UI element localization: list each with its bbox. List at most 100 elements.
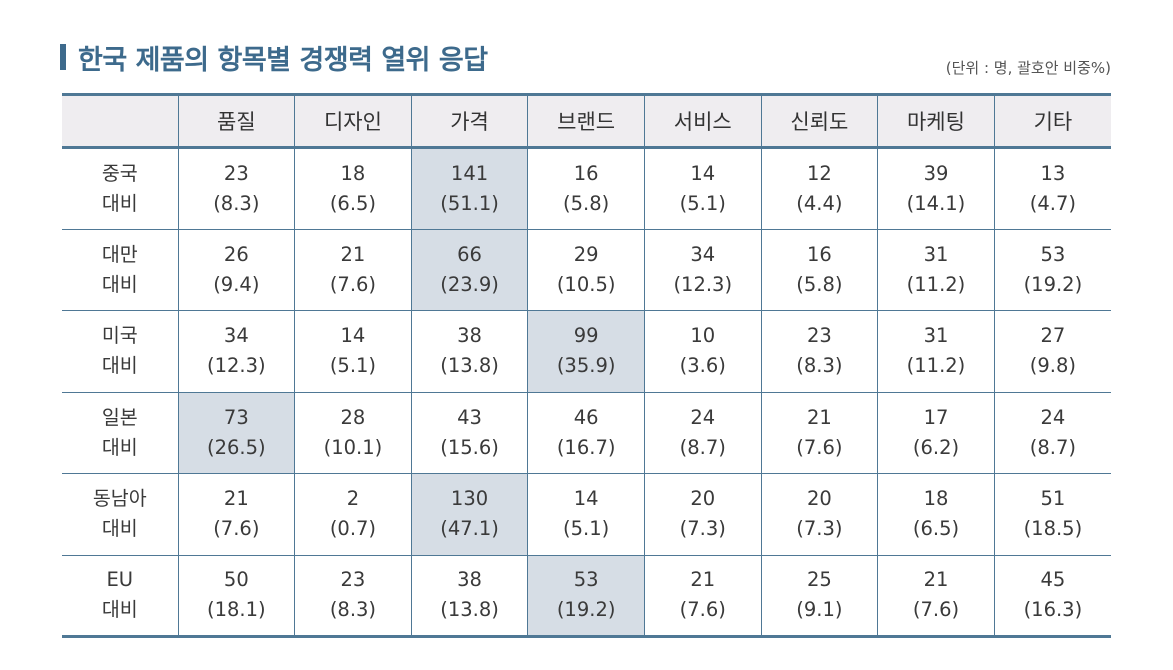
row-label-suffix: 대비 bbox=[101, 354, 138, 378]
cell-count: 23 bbox=[223, 161, 249, 185]
cell-other: 24 (8.7) bbox=[993, 392, 1111, 474]
cell-reliability: 16 (5.8) bbox=[760, 229, 878, 311]
cell-count: 38 bbox=[457, 568, 482, 592]
cell-percent: (10.1) bbox=[323, 435, 383, 459]
cell-count: 2 bbox=[346, 487, 360, 511]
cell-percent: (5.8) bbox=[563, 191, 610, 215]
cell-percent: (47.1) bbox=[440, 517, 499, 541]
cell-count: 18 bbox=[340, 161, 366, 185]
cell-quality: 21 (7.6) bbox=[177, 473, 295, 556]
cell-percent: (18.5) bbox=[1023, 517, 1083, 541]
cell-count: 20 bbox=[690, 487, 716, 511]
cell-design: 2 (0.7) bbox=[294, 473, 412, 556]
cell-percent: (23.9) bbox=[440, 272, 499, 296]
cell-percent: (6.5) bbox=[912, 517, 960, 541]
cell-service: 24 (8.7) bbox=[643, 392, 762, 474]
cell-quality: 26 (9.4) bbox=[177, 229, 295, 311]
header-marketing: 마케팅 bbox=[877, 93, 995, 149]
cell-percent: (19.2) bbox=[1023, 272, 1083, 296]
cell-percent: (10.5) bbox=[556, 272, 616, 296]
cell-count: 21 bbox=[690, 568, 716, 592]
cell-brand: 46 (16.7) bbox=[527, 392, 645, 474]
header-reliability: 신뢰도 bbox=[760, 93, 878, 149]
header-design: 디자인 bbox=[294, 93, 412, 149]
header-price: 가격 bbox=[410, 93, 528, 149]
row-label-region: EU bbox=[106, 568, 134, 592]
row-label-region: 동남아 bbox=[92, 487, 147, 511]
row-label: 대만 대비 bbox=[62, 229, 179, 311]
cell-percent: (13.8) bbox=[440, 354, 499, 378]
title-text: 한국 제품의 항목별 경쟁력 열위 응답 bbox=[78, 44, 488, 76]
cell-other: 51 (18.5) bbox=[993, 473, 1111, 556]
cell-percent: (7.6) bbox=[912, 598, 960, 622]
cell-brand: 14 (5.1) bbox=[527, 473, 645, 556]
cell-reliability: 25 (9.1) bbox=[760, 555, 878, 638]
cell-count: 21 bbox=[223, 487, 249, 511]
cell-percent: (8.3) bbox=[329, 598, 377, 622]
cell-price: 38 (13.8) bbox=[410, 310, 528, 393]
cell-count: 23 bbox=[806, 324, 832, 348]
cell-price: 38 (13.8) bbox=[410, 555, 528, 638]
cell-quality: 34 (12.3) bbox=[177, 310, 295, 393]
row-label-suffix: 대비 bbox=[101, 191, 138, 215]
cell-percent: (7.3) bbox=[796, 517, 843, 541]
cell-percent: (8.7) bbox=[679, 435, 726, 459]
cell-count: 34 bbox=[223, 324, 249, 348]
cell-count: 51 bbox=[1040, 487, 1066, 511]
header-service: 서비스 bbox=[643, 93, 762, 149]
cell-percent: (7.6) bbox=[796, 435, 843, 459]
unit-note: (단위 : 명, 괄호안 비중%) bbox=[945, 59, 1111, 77]
cell-count: 39 bbox=[923, 161, 949, 185]
cell-percent: (5.1) bbox=[679, 191, 726, 215]
header-quality: 품질 bbox=[177, 93, 295, 149]
cell-price: 130 (47.1) bbox=[410, 473, 528, 556]
cell-count: 73 bbox=[223, 405, 249, 429]
cell-percent: (4.4) bbox=[796, 191, 843, 215]
cell-count: 24 bbox=[690, 405, 716, 429]
row-label-region: 일본 bbox=[101, 405, 138, 429]
cell-marketing: 21 (7.6) bbox=[877, 555, 995, 638]
cell-percent: (16.7) bbox=[556, 435, 616, 459]
cell-count: 26 bbox=[223, 242, 249, 266]
table-row: 미국 대비 34 (12.3) 14 (5.1) 38 (13.8) 99 (35.9) 10 (3.… bbox=[62, 310, 1111, 393]
cell-reliability: 23 (8.3) bbox=[760, 310, 878, 393]
cell-service: 14 (5.1) bbox=[643, 147, 762, 230]
cell-percent: (8.3) bbox=[213, 191, 260, 215]
cell-design: 23 (8.3) bbox=[294, 555, 412, 638]
cell-percent: (14.1) bbox=[906, 191, 966, 215]
header-brand: 브랜드 bbox=[527, 93, 645, 149]
title-accent-bar bbox=[60, 44, 66, 70]
cell-percent: (11.2) bbox=[906, 354, 966, 378]
table-body: 중국 대비 23 (8.3) 18 (6.5) 141 (51.1) 16 (5.8) 14 (5.1… bbox=[62, 147, 1111, 638]
cell-brand: 99 (35.9) bbox=[527, 310, 645, 393]
row-label-suffix: 대비 bbox=[101, 435, 138, 459]
cell-percent: (9.8) bbox=[1029, 354, 1076, 378]
table-row: 대만 대비 26 (9.4) 21 (7.6) 66 (23.9) 29 (10.5) 34 (12.… bbox=[62, 229, 1111, 311]
cell-percent: (5.8) bbox=[796, 272, 843, 296]
cell-count: 34 bbox=[690, 242, 716, 266]
cell-design: 28 (10.1) bbox=[294, 392, 412, 474]
cell-other: 13 (4.7) bbox=[993, 147, 1111, 230]
cell-count: 13 bbox=[1040, 161, 1066, 185]
row-label-region: 미국 bbox=[101, 324, 138, 348]
cell-percent: (51.1) bbox=[440, 191, 499, 215]
cell-count: 21 bbox=[340, 242, 366, 266]
cell-reliability: 20 (7.3) bbox=[760, 473, 878, 556]
cell-count: 21 bbox=[806, 405, 832, 429]
table-row: 동남아 대비 21 (7.6) 2 (0.7) 130 (47.1) 14 (5.1) 20 (7.3… bbox=[62, 473, 1111, 556]
cell-percent: (8.7) bbox=[1029, 435, 1076, 459]
cell-count: 45 bbox=[1040, 568, 1066, 592]
cell-count: 14 bbox=[690, 161, 716, 185]
cell-count: 31 bbox=[923, 324, 949, 348]
cell-brand: 16 (5.8) bbox=[527, 147, 645, 230]
cell-count: 27 bbox=[1040, 324, 1066, 348]
cell-percent: (3.6) bbox=[679, 354, 726, 378]
header-other: 기타 bbox=[993, 93, 1111, 149]
cell-service: 21 (7.6) bbox=[643, 555, 762, 638]
cell-count: 18 bbox=[923, 487, 949, 511]
cell-count: 17 bbox=[923, 405, 949, 429]
row-label-region: 대만 bbox=[101, 242, 138, 266]
cell-percent: (6.2) bbox=[912, 435, 960, 459]
cell-service: 10 (3.6) bbox=[643, 310, 762, 393]
cell-count: 14 bbox=[573, 487, 599, 511]
